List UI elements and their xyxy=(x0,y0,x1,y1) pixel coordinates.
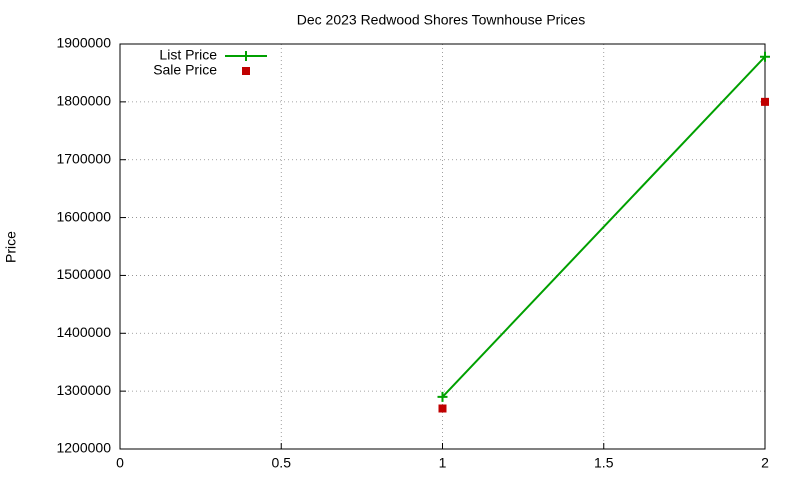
y-tick-label: 1900000 xyxy=(56,35,111,51)
x-tick-label: 0.5 xyxy=(272,455,292,471)
y-tick-label: 1300000 xyxy=(56,382,111,398)
point xyxy=(760,51,770,62)
y-tick-label: 1200000 xyxy=(56,440,111,456)
point xyxy=(438,404,447,413)
x-tick-label: 0 xyxy=(116,455,124,471)
point xyxy=(761,97,769,106)
line xyxy=(441,56,766,398)
x-tick-label: 1.5 xyxy=(594,455,614,471)
y-axis-label: Price xyxy=(3,231,19,263)
legend-marker xyxy=(242,67,250,75)
legend-label: List Price xyxy=(159,47,217,63)
x-tick-label: 2 xyxy=(761,455,769,471)
y-tick-label: 1400000 xyxy=(56,324,111,340)
y-tick-label: 1600000 xyxy=(56,208,111,224)
point xyxy=(437,391,448,402)
chart-title: Dec 2023 Redwood Shores Townhouse Prices xyxy=(297,12,585,28)
plot-frame xyxy=(119,43,766,450)
x-tick-label: 1 xyxy=(439,455,447,471)
y-tick-label: 1800000 xyxy=(56,93,111,109)
y-tick-label: 1500000 xyxy=(56,266,111,282)
legend-marker xyxy=(241,51,251,61)
y-tick-label: 1700000 xyxy=(56,150,111,166)
legend-label: Sale Price xyxy=(153,62,217,78)
